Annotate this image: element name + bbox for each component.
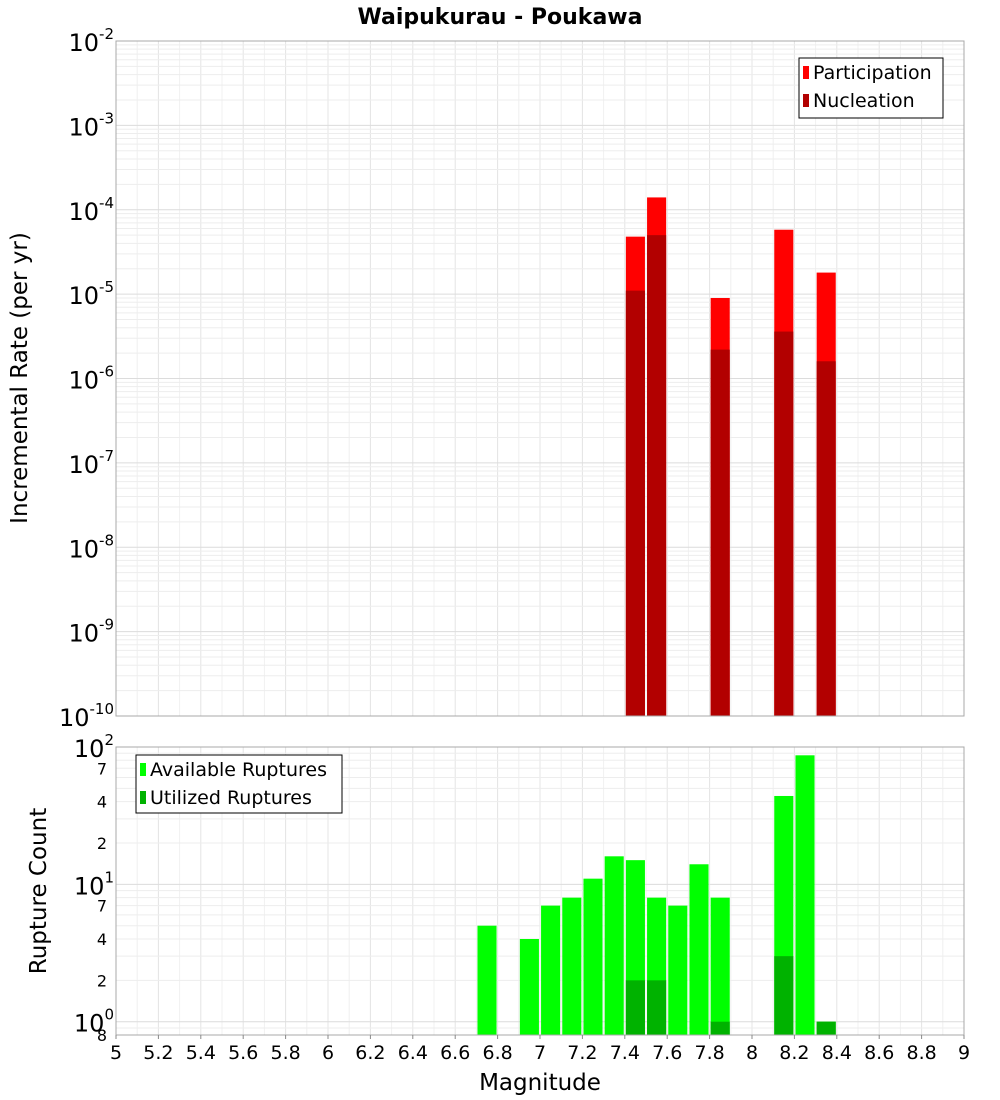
- legend-swatch: [140, 791, 146, 804]
- legend-rate: Participation Nucleation: [798, 57, 944, 119]
- x-tick-label: 6.6: [440, 1042, 470, 1064]
- x-tick-label: 5: [110, 1042, 122, 1064]
- x-tick-label: 8: [746, 1042, 758, 1064]
- legend-box: [798, 57, 944, 119]
- y-tick-label: 10-8: [68, 531, 114, 563]
- x-tick-label: 8.8: [906, 1042, 936, 1064]
- bar: [689, 864, 709, 1035]
- rate-panel: 10-10 10-9 10-8 10-7 10-6 10-5 10-4 10-3 10-2 Par…: [59, 25, 965, 732]
- bar: [795, 755, 815, 1035]
- x-tick-label: 7.8: [694, 1042, 724, 1064]
- bar: [477, 925, 497, 1035]
- y-tick-label: 100: [74, 1006, 114, 1038]
- plot-frame: [115, 40, 965, 717]
- x-tick-label: 5.8: [270, 1042, 300, 1064]
- legend-box: [135, 754, 343, 814]
- bar: [710, 349, 730, 716]
- x-tick-label: 8.4: [822, 1042, 852, 1064]
- bar: [519, 939, 539, 1035]
- bar: [710, 1021, 730, 1035]
- bar: [583, 878, 603, 1035]
- y-tick-label: 101: [74, 868, 114, 900]
- x-tick-label: 9: [958, 1042, 970, 1064]
- bar: [647, 235, 667, 716]
- chart-texts: Waipukurau - Poukawa Incremental Rate (p…: [7, 5, 642, 1096]
- bar: [625, 290, 645, 716]
- y-tick-label: 10-5: [68, 278, 114, 310]
- y-tick-label: 10-4: [68, 194, 114, 226]
- rate-axis-label: Incremental Rate (per yr): [7, 232, 33, 524]
- y-tick-label: 10-2: [68, 25, 114, 57]
- y-tick-minor-label: 4: [97, 930, 107, 949]
- x-tick-label: 5.2: [143, 1042, 173, 1064]
- y-tick-minor-label: 7: [97, 759, 107, 778]
- y-tick-label: 102: [74, 731, 114, 763]
- bar: [774, 956, 794, 1035]
- y-tick-minor-label: 2: [97, 834, 107, 853]
- x-tick-label: 6.2: [355, 1042, 385, 1064]
- x-tick-label: 7: [534, 1042, 546, 1064]
- x-tick-label: 7.2: [567, 1042, 597, 1064]
- x-tick-label: 6.4: [398, 1042, 428, 1064]
- bar: [647, 980, 667, 1035]
- legend-label: Participation: [813, 62, 932, 84]
- chart-title: Waipukurau - Poukawa: [358, 5, 643, 30]
- legend-label: Nucleation: [813, 90, 915, 112]
- y-tick-minor-label: 7: [97, 897, 107, 916]
- rupture-count-panel: 100 101 102 8 2 4 7 2 4 7 5 5.2 5.4 5.6 5.8 6 6.2 6.4 6.6 6…: [74, 731, 970, 1064]
- legend-swatch: [803, 66, 809, 79]
- y-tick-label: 10-3: [68, 109, 114, 141]
- bar: [562, 897, 582, 1035]
- bar: [625, 980, 645, 1035]
- x-tick-label: 7.4: [610, 1042, 640, 1064]
- count-axis-label: Rupture Count: [26, 808, 52, 974]
- bar: [668, 905, 688, 1035]
- x-tick-label: 7.6: [652, 1042, 682, 1064]
- x-tick-label: 5.6: [228, 1042, 258, 1064]
- x-tick-label: 6: [322, 1042, 334, 1064]
- bar: [816, 1021, 836, 1035]
- legend-swatch: [803, 94, 809, 107]
- magnitude-axis-label: Magnitude: [479, 1070, 601, 1096]
- y-tick-minor-label: 4: [97, 793, 107, 812]
- y-tick-label: 10-9: [68, 616, 114, 648]
- x-tick-label: 8.2: [779, 1042, 809, 1064]
- x-tick-label: 5.4: [186, 1042, 216, 1064]
- bar: [541, 905, 561, 1035]
- x-tick-label: 8.6: [864, 1042, 894, 1064]
- bar: [710, 897, 730, 1035]
- legend-swatch: [140, 763, 146, 776]
- x-tick-label: 6.8: [482, 1042, 512, 1064]
- legend-label: Available Ruptures: [150, 759, 327, 781]
- legend-label: Utilized Ruptures: [150, 787, 312, 809]
- bar: [604, 856, 624, 1035]
- legend-ruptures: Available Ruptures Utilized Ruptures: [135, 754, 343, 814]
- y-tick-label: 10-7: [68, 447, 114, 479]
- bar: [774, 331, 794, 716]
- bar: [816, 361, 836, 716]
- y-tick-label: 10-10: [59, 700, 114, 732]
- y-tick-minor-label: 8: [97, 1026, 107, 1045]
- y-tick-minor-label: 2: [97, 971, 107, 990]
- y-tick-label: 10-6: [68, 363, 114, 395]
